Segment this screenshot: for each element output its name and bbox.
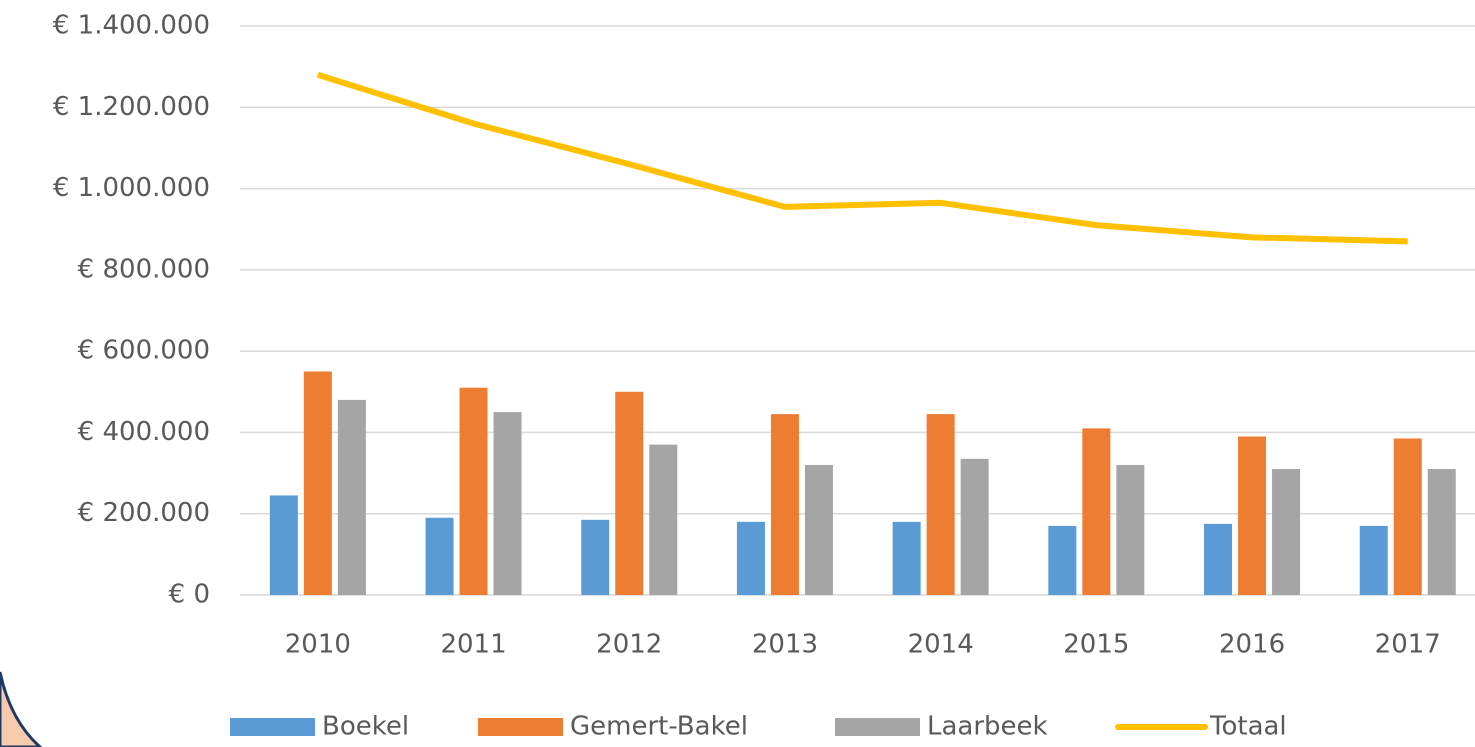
y-tick-label: € 400.000	[78, 417, 210, 447]
x-tick-label: 2011	[440, 630, 506, 660]
bar	[1082, 428, 1110, 595]
bar	[581, 520, 609, 595]
x-tick-label: 2017	[1375, 630, 1441, 660]
bar	[649, 445, 677, 595]
bar	[1272, 469, 1300, 595]
bar	[1428, 469, 1456, 595]
legend-label: Boekel	[322, 712, 409, 742]
y-tick-label: € 1.000.000	[53, 173, 210, 203]
chart: € 0 € 200.000 € 400.000 € 600.000 € 800.000 €…	[0, 0, 1475, 747]
legend-swatch	[230, 718, 315, 736]
bar	[961, 459, 989, 595]
bar	[737, 522, 765, 595]
legend-label: Totaal	[1209, 712, 1287, 742]
bar	[494, 412, 522, 595]
x-tick-label: 2012	[596, 630, 662, 660]
y-tick-label: € 800.000	[78, 254, 210, 284]
legend-swatch	[835, 718, 920, 736]
bar	[1048, 526, 1076, 595]
bar	[1360, 526, 1388, 595]
legend-label: Laarbeek	[927, 712, 1048, 742]
legend-swatch	[478, 718, 563, 736]
y-tick-label: € 600.000	[78, 336, 210, 366]
line	[318, 75, 1408, 242]
legend-label: Gemert-Bakel	[570, 712, 748, 742]
bar	[771, 414, 799, 595]
y-tick-label: € 1.400.000	[53, 11, 210, 41]
bar	[1116, 465, 1144, 595]
y-tick-label: € 1.200.000	[53, 92, 210, 122]
bar	[304, 371, 332, 595]
page: € 0 € 200.000 € 400.000 € 600.000 € 800.000 €…	[0, 0, 1475, 747]
x-tick-label: 2016	[1219, 630, 1285, 660]
bar	[927, 414, 955, 595]
bar	[1238, 436, 1266, 595]
y-tick-label: € 0	[169, 580, 210, 610]
decoration	[0, 672, 40, 747]
bar	[893, 522, 921, 595]
bar	[615, 392, 643, 595]
x-tick-label: 2014	[908, 630, 974, 660]
bar	[426, 518, 454, 595]
bar	[460, 388, 488, 595]
x-tick-label: 2010	[285, 630, 351, 660]
x-tick-label: 2015	[1063, 630, 1129, 660]
y-tick-label: € 200.000	[78, 498, 210, 528]
bar	[1394, 439, 1422, 595]
bar	[270, 495, 298, 595]
x-tick-label: 2013	[752, 630, 818, 660]
bar	[805, 465, 833, 595]
bar	[1204, 524, 1232, 595]
bar	[338, 400, 366, 595]
